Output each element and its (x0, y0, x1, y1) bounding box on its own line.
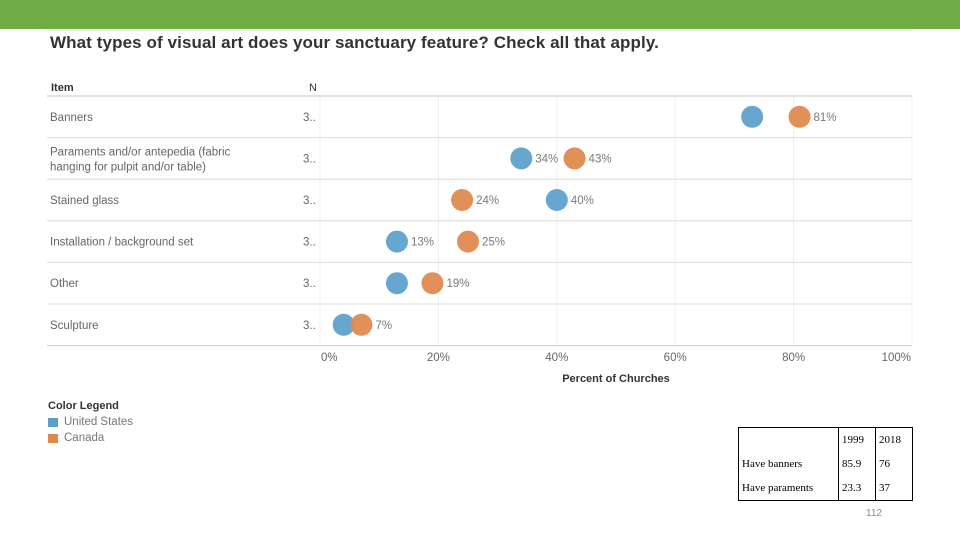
x-axis-label: Percent of Churches (562, 373, 670, 385)
row-installation-background-set: Installation / background set 3.. 13% 25% (50, 230, 505, 253)
x-tick-label: 60% (664, 352, 687, 364)
x-tick-label: 100% (882, 352, 911, 364)
n-value: 3.. (303, 153, 316, 165)
legend-swatch-united-states (48, 417, 58, 427)
dot-united-states (385, 230, 408, 253)
table-cell-label: Have paraments (738, 476, 839, 501)
dot-canada (421, 272, 444, 295)
data-label-canada: 19% (446, 278, 469, 290)
row-label: Stained glass (50, 195, 119, 207)
data-label-canada: 25% (482, 237, 505, 249)
n-column-header: N (309, 82, 317, 94)
dot-canada (350, 313, 373, 336)
table-cell-1999: 23.3 (838, 476, 876, 501)
row-label: Paraments and/or antepedia (fabric hangin… (50, 146, 231, 173)
n-value: 3.. (303, 195, 316, 207)
data-label-canada: 7% (375, 320, 392, 332)
page-number: 112 (866, 508, 882, 519)
table-cell-2018: 37 (879, 482, 890, 494)
table-header-cell (738, 427, 839, 452)
dot-canada (788, 105, 811, 128)
row-label: Banners (50, 112, 93, 124)
table-row: Have paraments 23.3 37 (738, 476, 913, 501)
row-label-line: Paraments and/or antepedia (fabric (50, 146, 231, 158)
table-header-cell: 1999 (838, 427, 876, 452)
dot-united-states (332, 313, 355, 336)
legend-title: Color Legend (48, 400, 119, 412)
table-header-cell: 2018 (879, 434, 901, 446)
dot-united-states (385, 272, 408, 295)
n-value: 3.. (303, 237, 316, 249)
row-stained-glass: Stained glass 3.. 40% 24% (50, 189, 594, 211)
row-label: Other (50, 278, 79, 290)
x-tick-label: 80% (782, 352, 805, 364)
item-column-header: Item (51, 82, 74, 94)
legend-swatch-canada (48, 433, 58, 443)
dot-plot-chart: Item N Banners 3.. 81% Paraments and/or antep… (47, 82, 913, 385)
dot-canada (563, 147, 586, 170)
row-sculpture: Sculpture 3.. 7% (50, 313, 392, 336)
dot-canada (451, 189, 474, 211)
n-value: 3.. (303, 278, 316, 290)
x-tick-label: 0% (321, 352, 338, 364)
legend-item-canada[interactable]: Canada (48, 432, 104, 444)
legend-label-united-states: United States (64, 416, 134, 428)
data-label-canada: 43% (589, 153, 612, 165)
comparison-table: 1999 2018 Have banners 85.9 76 Have para… (738, 427, 913, 501)
data-label-canada: 24% (476, 195, 499, 207)
table-cell-2018: 76 (879, 458, 890, 470)
table-cell-label: Have banners (738, 452, 839, 476)
data-label-canada: 81% (814, 112, 837, 124)
n-value: 3.. (303, 320, 316, 332)
row-paraments-and-or-antepedia-fabric-hangin: Paraments and/or antepedia (fabric hangin… (50, 146, 612, 173)
top-green-bar (0, 0, 960, 29)
x-tick-label: 20% (427, 352, 450, 364)
row-label: Installation / background set (50, 237, 194, 249)
legend-label-canada: Canada (64, 432, 105, 444)
table-row: Have banners 85.9 76 (738, 452, 913, 476)
data-label-united-states: 13% (411, 237, 434, 249)
table-header-row: 1999 2018 (738, 427, 913, 452)
row-label-line: hanging for pulpit and/or table) (50, 161, 206, 173)
dot-united-states (510, 147, 533, 170)
x-tick-label: 40% (545, 352, 568, 364)
data-label-united-states: 34% (535, 153, 558, 165)
n-value: 3.. (303, 112, 316, 124)
row-banners: Banners 3.. 81% (50, 105, 837, 128)
table-cell-1999: 85.9 (838, 452, 876, 476)
dot-canada (457, 230, 479, 253)
row-label: Sculpture (50, 320, 99, 332)
title-divider (46, 30, 912, 31)
data-label-united-states: 40% (571, 195, 594, 207)
dot-united-states (741, 105, 764, 128)
chart-title: What types of visual art does your sanct… (50, 33, 659, 52)
legend-item-united-states[interactable]: United States (48, 416, 133, 428)
dot-united-states (545, 189, 568, 211)
row-other: Other 3.. 19% (50, 272, 470, 295)
